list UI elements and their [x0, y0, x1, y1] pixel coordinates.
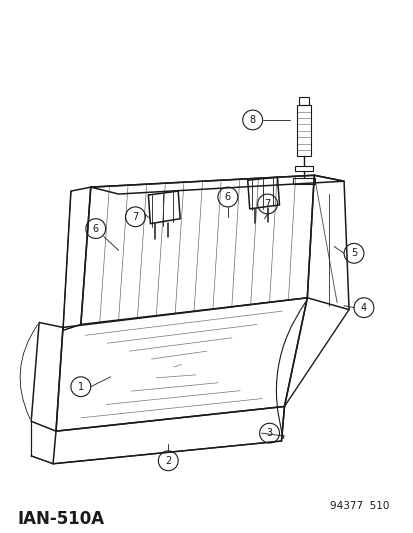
Text: 5: 5: [350, 248, 356, 259]
Bar: [293, 178, 315, 184]
Text: 6: 6: [224, 192, 230, 202]
Bar: [299, 97, 309, 105]
Bar: [297, 105, 311, 157]
Text: IAN-510A: IAN-510A: [18, 510, 105, 528]
Text: 8: 8: [249, 115, 255, 125]
Bar: [295, 166, 313, 171]
Text: 6: 6: [93, 224, 99, 233]
Text: 2: 2: [165, 456, 171, 466]
Text: 1: 1: [78, 382, 84, 392]
Text: 94377  510: 94377 510: [330, 501, 389, 511]
Text: 7: 7: [264, 199, 270, 209]
Text: 7: 7: [132, 212, 138, 222]
Text: 3: 3: [266, 428, 272, 438]
Text: 4: 4: [360, 303, 366, 313]
